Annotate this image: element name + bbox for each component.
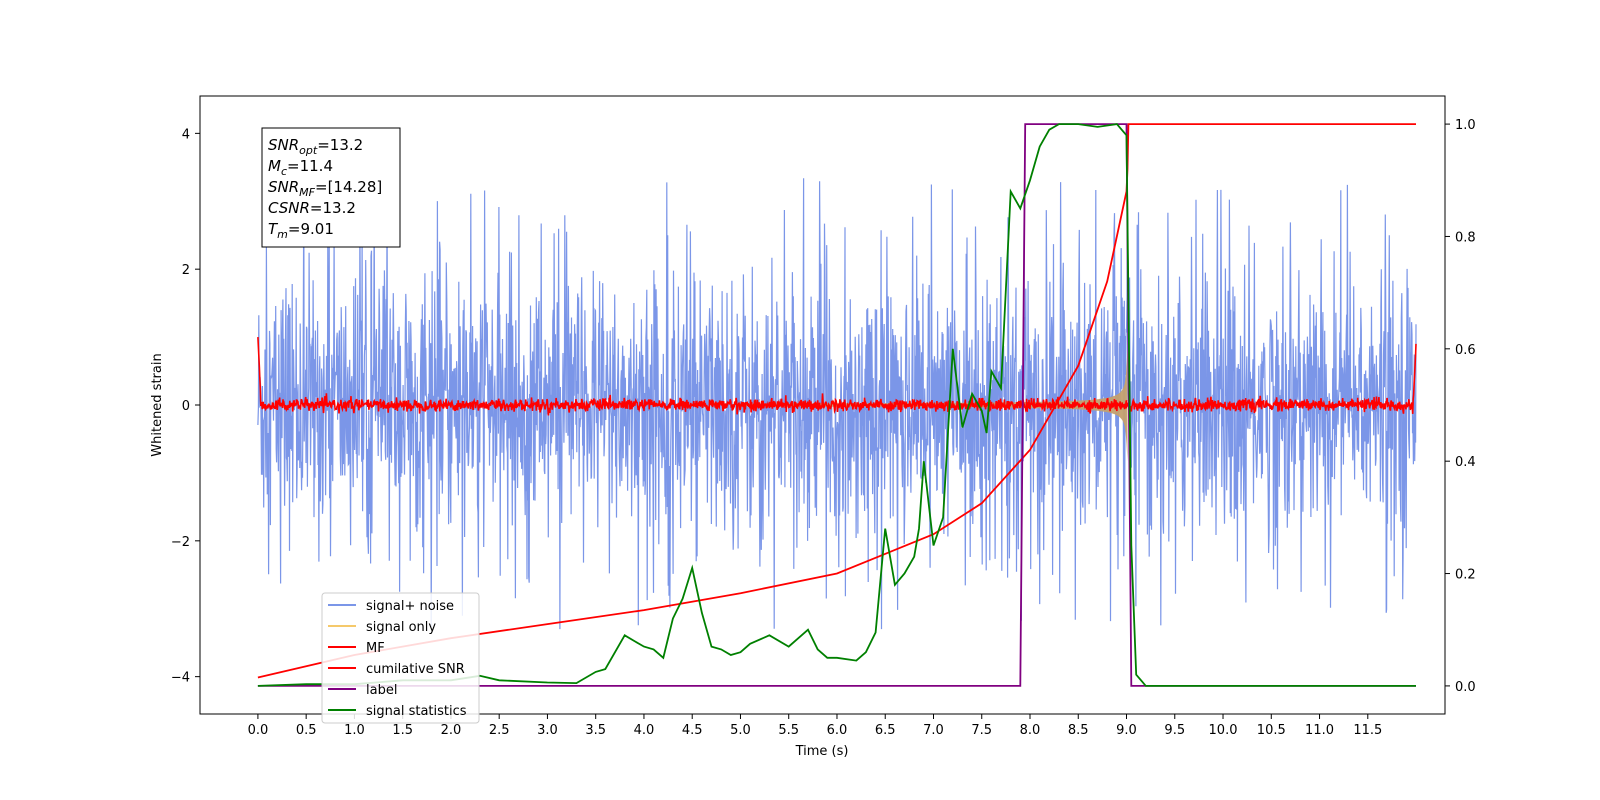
stats-line: Mc=11.4 <box>268 157 333 178</box>
x-tick-label: 3.0 <box>537 723 558 738</box>
y2-tick-label: 1.0 <box>1455 118 1476 133</box>
x-tick-label: 9.5 <box>1164 723 1185 738</box>
stats-line: Tm=9.01 <box>268 220 334 241</box>
legend-entry: MF <box>366 641 385 656</box>
x-axis-label: Time (s) <box>795 744 849 759</box>
x-tick-label: 10.5 <box>1257 723 1286 738</box>
stats-line: SNRopt=13.2 <box>268 136 363 157</box>
stats-line: CSNR=13.2 <box>268 199 356 217</box>
legend-entry: signal statistics <box>366 704 467 719</box>
y-tick-label: 0 <box>182 399 190 414</box>
y2-tick-label: 0.2 <box>1455 568 1476 583</box>
x-tick-label: 3.5 <box>585 723 606 738</box>
x-tick-label: 7.0 <box>923 723 944 738</box>
x-tick-label: 0.0 <box>248 723 269 738</box>
y-tick-label: −4 <box>171 671 190 686</box>
legend-entry: signal+ noise <box>366 599 454 614</box>
x-tick-label: 4.0 <box>634 723 655 738</box>
legend: signal+ noise signal only MF cumilative SNR… <box>321 592 480 724</box>
legend-frame <box>321 592 480 724</box>
x-tick-label: 7.5 <box>971 723 992 738</box>
stats-box-frame <box>261 127 401 248</box>
y2-tick-label: 0.8 <box>1455 230 1476 245</box>
x-tick-label: 5.5 <box>778 723 799 738</box>
x-tick-label: 1.0 <box>344 723 365 738</box>
y2-tick-label: 0.6 <box>1455 343 1476 358</box>
legend-entry: label <box>366 683 397 698</box>
x-tick-label: 0.5 <box>296 723 317 738</box>
y-axis-label: Whitened strain <box>150 353 165 456</box>
x-tick-label: 8.5 <box>1068 723 1089 738</box>
y2-tick-label: 0.0 <box>1455 680 1476 695</box>
y-tick-label: 4 <box>182 127 190 142</box>
y-tick-label: 2 <box>182 263 190 278</box>
x-tick-label: 8.0 <box>1020 723 1041 738</box>
x-tick-label: 2.5 <box>489 723 510 738</box>
x-tick-label: 9.0 <box>1116 723 1137 738</box>
x-tick-label: 4.5 <box>682 723 703 738</box>
x-tick-label: 5.0 <box>730 723 751 738</box>
series-mf <box>257 337 1417 416</box>
series-signal-statistics <box>257 123 1416 687</box>
stats-annotation-box: SNRopt=13.2Mc=11.4SNRMF=[14.28]CSNR=13.2… <box>261 127 401 248</box>
series-signal-plus-noise <box>257 178 1417 630</box>
plot-area <box>257 123 1417 687</box>
x-tick-label: 1.5 <box>392 723 413 738</box>
y2-tick-label: 0.4 <box>1455 455 1476 470</box>
x-tick-label: 11.0 <box>1305 723 1334 738</box>
x-tick-label: 11.5 <box>1353 723 1382 738</box>
legend-entry: signal only <box>366 620 436 635</box>
x-tick-label: 6.0 <box>827 723 848 738</box>
stats-line: SNRMF=[14.28] <box>268 178 382 199</box>
x-tick-label: 2.0 <box>441 723 462 738</box>
y-tick-label: −2 <box>171 535 190 550</box>
x-tick-label: 6.5 <box>875 723 896 738</box>
x-tick-label: 10.0 <box>1209 723 1238 738</box>
axis-ticks: 0.0 0.5 1.0 1.5 2.0 2.5 3.0 3.5 4.0 4.5 5.0 5.5 6.0 6… <box>171 118 1476 738</box>
legend-entry: cumilative SNR <box>366 662 465 677</box>
